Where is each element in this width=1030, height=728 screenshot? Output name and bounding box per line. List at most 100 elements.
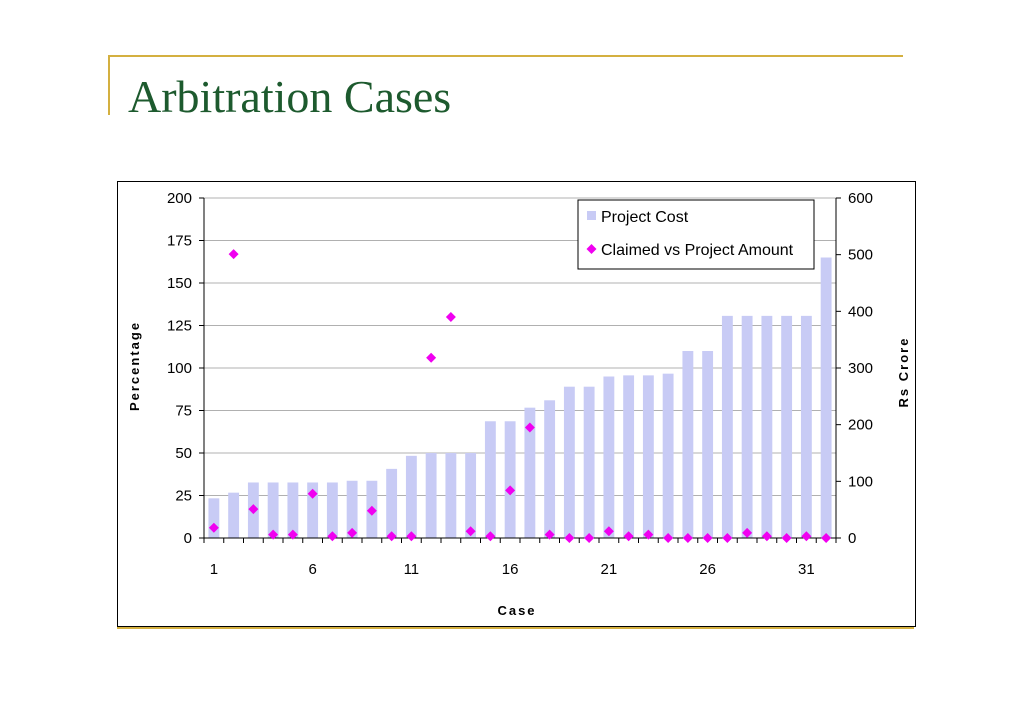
x-tick-label: 11 (404, 561, 420, 578)
y-right-tick-label: 100 (848, 473, 873, 490)
title-left-rule (108, 55, 110, 115)
y-left-tick-label: 200 (167, 190, 192, 207)
y-axis-right-title: Rs Crore (896, 337, 911, 408)
bar (781, 315, 793, 538)
scatter-point (347, 527, 358, 538)
y-left-tick-label: 150 (167, 275, 192, 292)
bar (386, 468, 398, 538)
bar (228, 492, 240, 538)
x-tick-label: 31 (798, 561, 815, 578)
scatter-point (307, 488, 318, 499)
bar (445, 453, 457, 538)
scatter-point (544, 529, 555, 540)
legend-frame (577, 199, 815, 270)
chart-legend: Project Cost Claimed vs Project Amount (577, 199, 815, 270)
x-tick-label: 21 (601, 561, 618, 578)
x-tick-label: 1 (210, 561, 218, 578)
bar-series (208, 257, 832, 538)
scatter-point (524, 422, 535, 433)
scatter-point (603, 526, 614, 537)
scatter-series (208, 249, 832, 543)
y-left-tick-label: 0 (184, 530, 192, 547)
y-left-tick-label: 125 (167, 318, 192, 335)
y-axis-left-title: Percentage (127, 321, 142, 411)
bar (741, 315, 753, 538)
y-right-tick-label: 600 (848, 190, 873, 207)
scatter-point (327, 531, 338, 542)
bar (820, 257, 832, 538)
y-left-tick-label: 175 (167, 233, 192, 250)
bar (425, 453, 437, 538)
bar (702, 351, 714, 538)
x-tick-label: 26 (699, 561, 716, 578)
bar (800, 315, 812, 538)
gridlines (204, 197, 836, 496)
bar (544, 400, 556, 538)
scatter-point (584, 533, 595, 543)
y-left-tick-label: 75 (175, 403, 192, 420)
slide-title: Arbitration Cases (128, 71, 452, 122)
scatter-point (623, 531, 634, 542)
tick-labels: 0 25 50 75 100 125 150 175 200 0 100 200 300 400 500 60… (167, 190, 873, 578)
scatter-point (406, 531, 417, 542)
scatter-point (781, 533, 792, 543)
bar (623, 375, 635, 538)
bar (307, 482, 319, 538)
y-right-tick-label: 300 (848, 360, 873, 377)
bar (603, 376, 615, 538)
bar (721, 315, 733, 538)
y-left-tick-label: 25 (175, 488, 192, 505)
scatter-point (268, 529, 279, 540)
bar (287, 482, 299, 538)
legend-swatch-claimed (586, 244, 597, 254)
title-top-rule (108, 55, 903, 57)
bar (267, 482, 279, 538)
bar (504, 421, 516, 538)
bar (405, 455, 417, 538)
scatter-point (742, 527, 753, 538)
y-left-tick-label: 100 (167, 360, 192, 377)
scatter-point (287, 529, 298, 540)
scatter-point (228, 249, 239, 260)
legend-label-project-cost: Project Cost (601, 209, 689, 226)
scatter-point (702, 533, 713, 543)
scatter-point (722, 533, 733, 543)
bar (208, 498, 220, 538)
y-left-tick-label: 50 (175, 445, 192, 462)
x-tick-label: 6 (308, 561, 316, 578)
bar (662, 373, 674, 538)
bar (346, 480, 358, 538)
bar (465, 453, 477, 538)
scatter-point (465, 526, 476, 537)
scatter-point (505, 485, 516, 496)
bar (761, 315, 773, 538)
scatter-point (386, 531, 397, 542)
scatter-point (248, 504, 259, 515)
x-axis-title: Case (497, 603, 536, 618)
scatter-point (682, 533, 693, 543)
scatter-point (663, 533, 674, 543)
scatter-point (643, 529, 654, 540)
bar (484, 421, 496, 538)
scatter-point (801, 531, 812, 542)
y-right-tick-label: 0 (848, 530, 856, 547)
scatter-point (821, 533, 832, 543)
scatter-point (366, 505, 377, 516)
bar (583, 386, 595, 538)
scatter-point (485, 531, 496, 542)
legend-swatch-project-cost (587, 211, 596, 220)
bar (563, 386, 575, 538)
bar (326, 482, 338, 538)
chart-frame: 0 25 50 75 100 125 150 175 200 0 100 200 300 400 500 60… (117, 181, 916, 627)
scatter-point (445, 312, 456, 322)
scatter-point (761, 531, 772, 542)
bar (524, 407, 536, 538)
combo-chart: 0 25 50 75 100 125 150 175 200 0 100 200 300 400 500 60… (127, 190, 911, 618)
y-right-tick-label: 200 (848, 417, 873, 434)
y-right-tick-label: 500 (848, 247, 873, 264)
bar (682, 351, 694, 538)
legend-label-claimed: Claimed vs Project Amount (601, 242, 794, 259)
x-tick-label: 16 (502, 561, 519, 578)
scatter-point (426, 352, 437, 363)
y-right-tick-label: 400 (848, 303, 873, 320)
